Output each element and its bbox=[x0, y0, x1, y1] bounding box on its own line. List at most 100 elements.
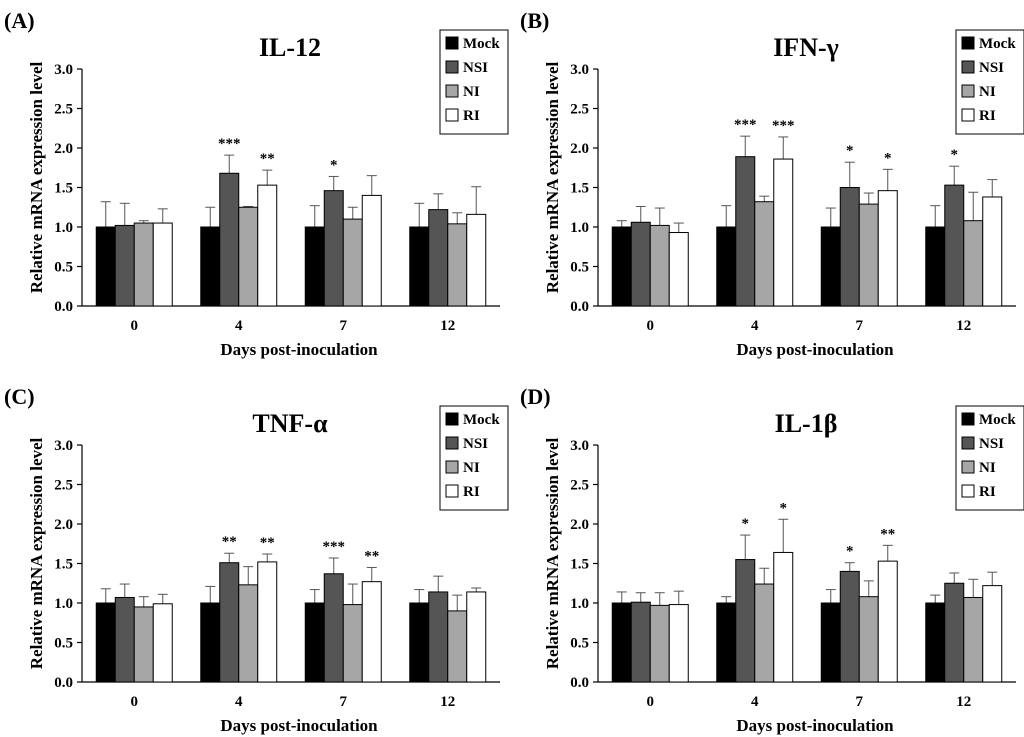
bar-nsi bbox=[323, 573, 344, 683]
bar-mock bbox=[95, 226, 116, 307]
bar-nsi bbox=[630, 221, 651, 307]
y-tick-label: 2.0 bbox=[54, 517, 73, 533]
y-axis-title: Relative mRNA expression level bbox=[543, 61, 562, 293]
legend-swatch-mock bbox=[961, 412, 975, 426]
legend-swatch-ni bbox=[445, 460, 459, 474]
y-tick-label: 0.5 bbox=[570, 260, 589, 276]
panel-label: (B) bbox=[520, 8, 549, 33]
y-tick-label: 0.5 bbox=[54, 636, 73, 652]
legend: Mock NSI NI RI bbox=[955, 405, 1024, 511]
bar-nsi bbox=[944, 582, 965, 683]
significance-marker: ** bbox=[222, 534, 237, 550]
legend-swatch-mock bbox=[961, 36, 975, 50]
bar-nsi bbox=[428, 591, 449, 683]
x-axis-title: Days post-inoculation bbox=[736, 716, 894, 735]
y-tick-label: 2.5 bbox=[54, 478, 73, 494]
bar-ri bbox=[361, 581, 382, 683]
bar-mock bbox=[95, 602, 116, 683]
significance-marker: * bbox=[780, 500, 788, 516]
legend-swatch-ni bbox=[445, 84, 459, 98]
bar-nsi bbox=[219, 562, 240, 683]
y-tick-label: 0.5 bbox=[570, 636, 589, 652]
bar-nsi bbox=[323, 190, 344, 307]
legend-swatch-ri bbox=[961, 484, 975, 498]
bar-ri bbox=[982, 585, 1003, 683]
y-tick-label: 2.5 bbox=[570, 478, 589, 494]
x-tick-label: 12 bbox=[440, 318, 455, 334]
x-tick-label: 0 bbox=[131, 318, 139, 334]
x-tick-label: 0 bbox=[131, 694, 139, 710]
legend-label-mock: Mock bbox=[979, 36, 1016, 52]
legend-swatch-ri bbox=[445, 484, 459, 498]
bar-ni bbox=[133, 222, 154, 307]
y-tick-label: 0.0 bbox=[54, 675, 73, 691]
bar-mock bbox=[716, 226, 737, 307]
bar-ni bbox=[858, 596, 879, 683]
legend-label-ri: RI bbox=[463, 484, 480, 500]
significance-marker: * bbox=[330, 157, 338, 173]
y-tick-label: 0.0 bbox=[570, 299, 589, 315]
bar-ri bbox=[877, 190, 898, 307]
bar-mock bbox=[925, 226, 946, 307]
bar-ni bbox=[447, 223, 468, 307]
legend-label-nsi: NSI bbox=[979, 436, 1004, 452]
legend-swatch-mock bbox=[445, 412, 459, 426]
bar-mock bbox=[200, 602, 221, 683]
y-tick-label: 1.0 bbox=[570, 220, 589, 236]
y-tick-label: 2.0 bbox=[570, 517, 589, 533]
x-axis-title: Days post-inoculation bbox=[220, 340, 378, 359]
y-axis-title: Relative mRNA expression level bbox=[27, 61, 46, 293]
legend-swatch-nsi bbox=[445, 436, 459, 450]
bar-ri bbox=[877, 560, 898, 683]
bar-ri bbox=[257, 184, 278, 307]
bar-ni bbox=[238, 584, 259, 683]
bar-nsi bbox=[839, 570, 860, 683]
bar-ri bbox=[773, 158, 794, 307]
y-tick-label: 1.5 bbox=[54, 181, 73, 197]
bar-nsi bbox=[735, 559, 756, 683]
bar-mock bbox=[304, 602, 325, 683]
legend-label-nsi: NSI bbox=[979, 60, 1004, 76]
bar-ni bbox=[649, 604, 670, 683]
legend-swatch-ni bbox=[961, 460, 975, 474]
x-tick-label: 7 bbox=[340, 318, 348, 334]
significance-marker: * bbox=[951, 147, 959, 163]
y-tick-label: 1.0 bbox=[54, 596, 73, 612]
bar-ni bbox=[649, 224, 670, 307]
x-tick-label: 0 bbox=[647, 318, 655, 334]
x-tick-label: 4 bbox=[235, 694, 243, 710]
y-tick-label: 3.0 bbox=[54, 438, 73, 454]
bar-ri bbox=[466, 591, 487, 683]
x-tick-label: 0 bbox=[647, 694, 655, 710]
bar-ni bbox=[963, 596, 984, 683]
legend-swatch-nsi bbox=[961, 436, 975, 450]
bar-nsi bbox=[114, 224, 135, 307]
bar-ni bbox=[963, 220, 984, 307]
y-tick-label: 3.0 bbox=[54, 62, 73, 78]
significance-marker: *** bbox=[218, 136, 241, 152]
legend-swatch-mock bbox=[445, 36, 459, 50]
legend: Mock NSI NI RI bbox=[439, 405, 509, 511]
legend-swatch-ri bbox=[445, 108, 459, 122]
legend-label-nsi: NSI bbox=[463, 60, 488, 76]
legend: Mock NSI NI RI bbox=[955, 29, 1024, 135]
bar-mock bbox=[925, 602, 946, 683]
bar-ri bbox=[773, 551, 794, 683]
significance-marker: *** bbox=[734, 117, 757, 133]
legend-label-mock: Mock bbox=[979, 412, 1016, 428]
y-tick-label: 2.0 bbox=[570, 141, 589, 157]
y-tick-label: 2.0 bbox=[54, 141, 73, 157]
x-tick-label: 12 bbox=[956, 318, 971, 334]
y-tick-label: 1.5 bbox=[570, 557, 589, 573]
x-tick-label: 4 bbox=[235, 318, 243, 334]
bar-ni bbox=[238, 206, 259, 307]
legend-label-ni: NI bbox=[463, 84, 480, 100]
legend-label-ni: NI bbox=[979, 84, 996, 100]
chart-title: IFN-γ bbox=[773, 33, 839, 62]
bar-ni bbox=[754, 201, 775, 307]
bar-mock bbox=[611, 602, 632, 683]
y-axis-title: Relative mRNA expression level bbox=[27, 437, 46, 669]
x-tick-label: 4 bbox=[751, 694, 759, 710]
bar-ri bbox=[982, 196, 1003, 307]
